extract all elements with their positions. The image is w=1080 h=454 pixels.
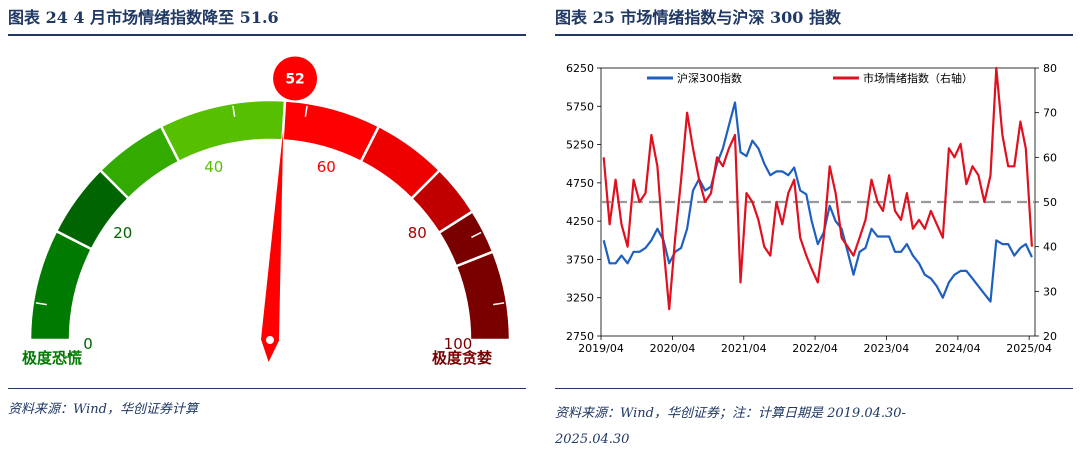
y-left-tick-label: 4250 [566, 215, 594, 228]
gauge-value-label: 52 [285, 71, 304, 87]
gauge-tick [493, 302, 505, 306]
x-tick-label: 2021/04 [721, 342, 767, 355]
gauge-tick [429, 171, 439, 181]
gauge-tick-label: 80 [408, 224, 427, 242]
y-right-tick-label: 50 [1043, 196, 1057, 209]
legend-label-sentiment: 市场情绪指数（右轴） [863, 71, 973, 85]
gauge-ticks [35, 105, 505, 306]
gauge-low-label: 极度恐慌 [22, 349, 82, 367]
gauge-tick [471, 231, 482, 239]
y-left-tick-label: 5750 [566, 100, 594, 113]
gauge-tick [304, 105, 308, 117]
right-source-note-line2: 2025.04.30 [555, 432, 630, 447]
y-left-tick-label: 3750 [566, 253, 594, 266]
gauge-tick [371, 128, 379, 139]
legend-label-hs300: 沪深300指数 [677, 71, 742, 85]
gauge-tick-label: 40 [204, 158, 223, 176]
y-left-tick-label: 5250 [566, 139, 594, 152]
gauge-tick [232, 105, 236, 117]
x-tick-label: 2019/04 [578, 342, 624, 355]
gauge-tick-label: 0 [83, 335, 93, 353]
gauge-band-0 [28, 229, 94, 342]
gauge-tick-label: 20 [113, 224, 132, 242]
x-tick-label: 2020/04 [650, 342, 696, 355]
y-right-tick-label: 70 [1043, 107, 1057, 120]
gauge-tick-label: 60 [317, 158, 336, 176]
gauge-tick [101, 171, 111, 181]
y-left-tick-label: 4750 [566, 177, 594, 190]
right-source-rule [555, 388, 1073, 389]
left-chart-title: 图表 24 4 月市场情绪指数降至 51.6 [8, 8, 279, 27]
left-title-rule [8, 34, 526, 36]
series-line-1 [602, 66, 1033, 311]
left-source-rule [8, 388, 526, 389]
line-chart: 2750 3250 3750 4250 4750 5250 5750 6250 20 30 40 5… [566, 62, 1057, 355]
legend: 沪深300指数 市场情绪指数（右轴） [647, 71, 973, 85]
x-tick-label: 2023/04 [864, 342, 910, 355]
y-left-axis: 2750 3250 3750 4250 4750 5250 5750 6250 [566, 62, 601, 343]
series-line-0 [602, 101, 1033, 303]
x-tick-label: 2025/04 [1006, 342, 1052, 355]
gauge-needle [261, 130, 284, 362]
gauge-bands [28, 98, 512, 342]
y-right-tick-label: 80 [1043, 62, 1057, 75]
gauge-tick [161, 128, 169, 139]
gauge-high-label: 极度贪婪 [432, 349, 492, 367]
x-axis: 2019/04 2020/04 2021/04 2022/04 2023/04 2024/… [578, 336, 1052, 355]
gauge-tick [58, 231, 69, 239]
gauge-band-3 [159, 98, 287, 164]
x-tick-label: 2022/04 [792, 342, 838, 355]
y-right-tick-label: 40 [1043, 241, 1057, 254]
gauge-needle-hub [266, 336, 274, 344]
gauge-band-8 [454, 250, 512, 342]
right-source-note-line1: 资料来源：Wind，华创证券；注：计算日期是 2019.04.30- [555, 406, 906, 421]
left-source-note: 资料来源：Wind，华创证券计算 [8, 402, 198, 417]
y-left-tick-label: 2750 [566, 330, 594, 343]
sentiment-gauge: 0 20 40 60 80 100 52 极度恐慌 极度贪婪 [22, 56, 512, 367]
gauge-tick [35, 302, 47, 306]
gauge-value-bubble [273, 56, 318, 101]
y-right-tick-label: 30 [1043, 285, 1057, 298]
series-lines [602, 66, 1033, 311]
y-right-tick-label: 20 [1043, 330, 1057, 343]
right-title-rule [555, 34, 1073, 36]
x-tick-label: 2024/04 [935, 342, 981, 355]
gauge-tick-labels: 0 20 40 60 80 100 [83, 158, 472, 353]
y-right-tick-label: 60 [1043, 151, 1057, 164]
y-right-axis: 20 30 40 50 60 70 80 [1035, 62, 1057, 343]
y-left-tick-label: 6250 [566, 62, 594, 75]
gauge-tick-label: 100 [444, 335, 473, 353]
y-left-tick-label: 3250 [566, 292, 594, 305]
right-chart-title: 图表 25 市场情绪指数与沪深 300 指数 [555, 8, 841, 27]
